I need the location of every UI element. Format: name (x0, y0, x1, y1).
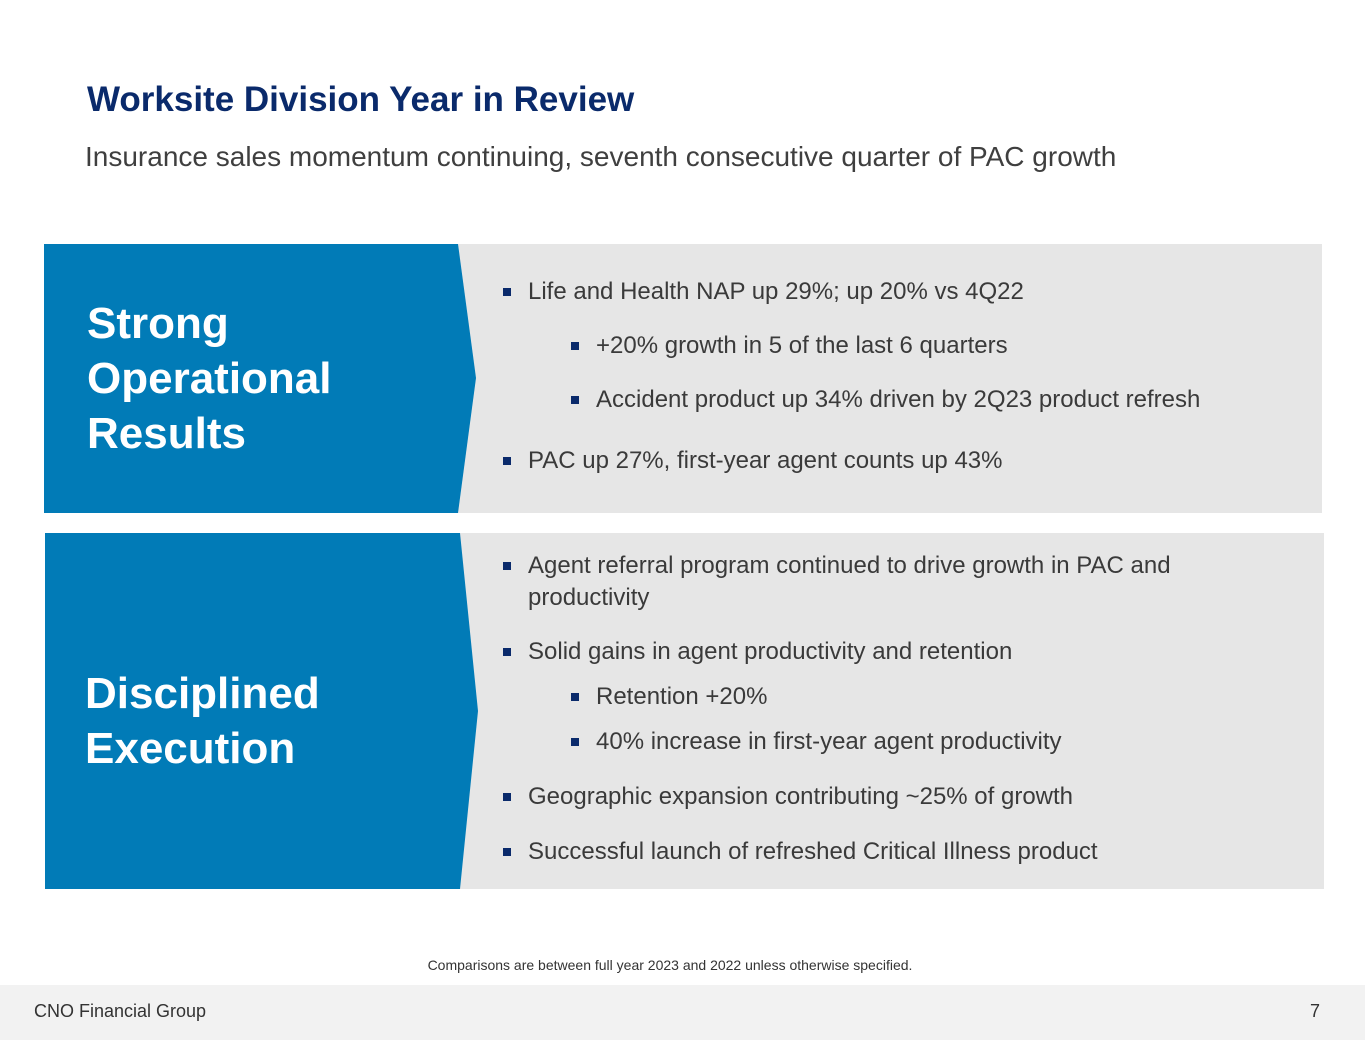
bullet-square-icon (571, 342, 579, 350)
bullet-item: Geographic expansion contributing ~25% o… (503, 781, 1074, 813)
bullet-square-icon (571, 693, 579, 701)
bullet-item: +20% growth in 5 of the last 6 quarters (571, 330, 1008, 362)
bullet-text-line: productivity (528, 584, 650, 611)
slide-footer: CNO Financial Group 7 (0, 985, 1365, 1040)
slide-title: Worksite Division Year in Review (87, 80, 635, 119)
bullet-text: Accident product up 34% driven by 2Q23 p… (596, 386, 1201, 413)
section-heading: Disciplined Execution (85, 666, 320, 776)
bullet-square-icon (503, 848, 511, 856)
bullet-item: 40% increase in first-year agent product… (571, 726, 1062, 758)
bullet-item: Life and Health NAP up 29%; up 20% vs 4Q… (503, 276, 1024, 308)
footer-company-name: CNO Financial Group (34, 1001, 207, 1021)
section-heading-line: Results (87, 409, 246, 458)
section-disciplined-execution: Disciplined Execution Agent referral pro… (45, 533, 1324, 889)
bullet-square-icon (571, 396, 579, 404)
page-number: 7 (1309, 1001, 1320, 1021)
bullet-square-icon (571, 738, 579, 746)
section-heading-line: Strong (87, 299, 229, 348)
slide-subtitle: Insurance sales momentum continuing, sev… (85, 141, 1117, 172)
bullet-item: Solid gains in agent productivity and re… (503, 636, 1013, 668)
bullet-item: Accident product up 34% driven by 2Q23 p… (571, 384, 1201, 416)
bullet-item: PAC up 27%, first-year agent counts up 4… (503, 445, 1003, 477)
bullet-text: 40% increase in first-year agent product… (596, 728, 1062, 755)
bullet-text: PAC up 27%, first-year agent counts up 4… (528, 447, 1003, 474)
bullet-text-line: Agent referral program continued to driv… (528, 552, 1171, 579)
section-strong-operational-results: Strong Operational Results Life and Heal… (44, 244, 1322, 513)
bullet-text: +20% growth in 5 of the last 6 quarters (596, 332, 1008, 359)
bullet-item: Agent referral program continued to driv… (503, 550, 1171, 614)
section-chevron-shape (45, 533, 478, 889)
bullet-text: Retention +20% (596, 683, 768, 710)
bullet-square-icon (503, 562, 511, 570)
bullet-square-icon (503, 648, 511, 656)
footnote: Comparisons are between full year 2023 a… (427, 957, 913, 973)
section-chevron-shape (44, 244, 476, 513)
bullet-item: Retention +20% (571, 681, 768, 713)
bullet-square-icon (503, 457, 511, 465)
bullet-text: Life and Health NAP up 29%; up 20% vs 4Q… (528, 278, 1024, 305)
bullet-square-icon (503, 288, 511, 296)
bullet-text: Solid gains in agent productivity and re… (528, 638, 1013, 665)
bullet-square-icon (503, 793, 511, 801)
bullet-item: Successful launch of refreshed Critical … (503, 836, 1098, 868)
bullet-text: Successful launch of refreshed Critical … (528, 838, 1098, 865)
section-heading: Strong Operational Results (87, 296, 332, 461)
bullet-text: Geographic expansion contributing ~25% o… (528, 783, 1074, 810)
section-heading-line: Disciplined (85, 669, 320, 718)
section-heading-line: Operational (87, 354, 332, 403)
section-heading-line: Execution (85, 724, 296, 773)
